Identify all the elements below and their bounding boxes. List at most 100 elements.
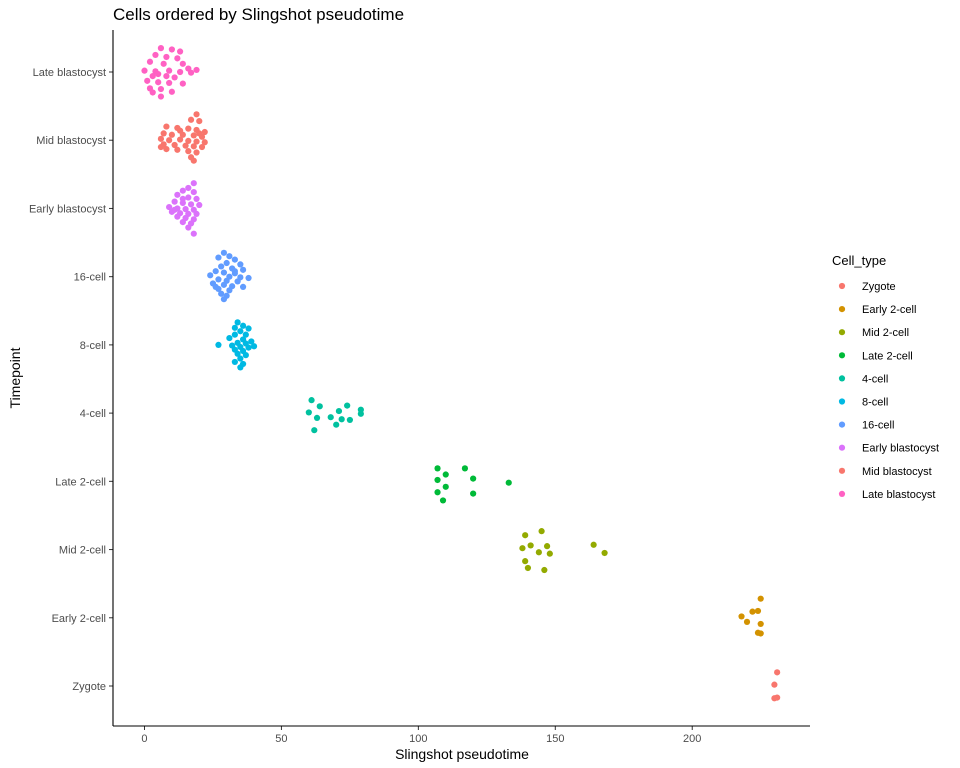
data-point [193,66,200,74]
data-point [308,397,315,404]
legend-key [838,490,846,497]
data-point [316,403,323,410]
data-point [239,283,247,290]
data-point [163,145,170,153]
y-tick-label: Mid 2-cell [59,545,106,557]
data-point [179,80,186,87]
legend-label: 8-cell [862,397,888,409]
data-point [174,191,181,198]
legend-label: Mid blastocyst [862,466,932,478]
data-point [185,224,192,231]
data-point [168,88,175,95]
data-point [245,274,252,282]
data-point [237,328,244,335]
data-point [220,296,228,303]
data-point [226,287,233,294]
data-point [190,132,197,139]
data-point [174,55,181,62]
data-point [196,130,203,137]
data-point [434,476,441,484]
data-point [168,131,175,138]
data-point [146,58,154,65]
data-point [245,325,252,332]
chart-title: Cells ordered by Slingshot pseudotime [113,5,404,24]
legend-label: Mid 2-cell [862,327,909,339]
y-axis-ticks: Zygote Early 2-cell Mid 2-cell Late 2-cell 4… [29,67,113,693]
data-point [190,157,197,164]
data-point [182,206,189,213]
data-point [338,416,345,423]
data-point [218,263,225,270]
data-point [193,210,200,218]
legend-key [838,306,846,313]
legend-label: 16-cell [862,420,894,432]
data-point [505,479,512,486]
legend-label: 4-cell [862,373,888,385]
data-point [179,218,186,226]
data-point [207,272,214,279]
data-point [157,143,165,151]
legend-label: Early 2-cell [862,304,916,316]
data-point [223,259,230,267]
data-point [743,618,751,625]
data-point [434,465,441,472]
y-tick-label: 16-cell [74,272,106,284]
legend-key [838,444,846,451]
data-point [239,266,247,273]
data-point [157,85,165,93]
data-point [149,89,156,96]
data-point [166,137,173,144]
data-point [215,341,222,348]
data-point [144,77,151,84]
data-point [201,139,208,146]
y-axis-title: Timepoint [7,347,23,408]
data-point [190,180,197,187]
data-point [754,607,762,615]
y-tick-label: Early 2-cell [52,613,106,625]
data-point [212,283,219,290]
data-point [187,201,195,208]
data-point [220,269,228,276]
data-point [157,135,165,142]
data-point [226,334,233,342]
data-point [176,68,184,76]
data-point [185,137,192,145]
data-point [522,558,529,565]
data-point [171,141,178,149]
data-points [141,45,781,702]
data-point [305,409,312,416]
data-point [524,564,532,572]
data-point [198,143,206,151]
data-point [185,65,192,72]
y-tick-label: Early blastocyst [29,203,106,215]
data-point [250,343,258,350]
data-point [166,67,173,74]
data-point [141,67,148,74]
data-point [190,143,197,150]
data-point [163,123,170,130]
data-point [527,542,534,549]
legend-key [838,352,846,359]
data-point [231,324,238,331]
data-point [757,620,764,628]
data-point [152,51,159,59]
data-point [176,48,184,55]
data-point [226,253,233,260]
data-point [546,550,553,557]
x-tick-label: 150 [546,733,564,745]
data-point [160,60,167,67]
data-point [193,111,200,118]
y-tick-label: Late blastocyst [33,67,106,79]
data-point [357,410,364,417]
legend-key [838,398,846,405]
data-point [157,45,165,52]
data-point [160,130,167,137]
data-point [522,532,529,539]
data-point [176,127,184,134]
data-point [442,483,449,490]
data-point [155,70,162,78]
legend-key [838,375,846,382]
data-point [234,350,241,357]
data-point [538,528,545,535]
data-point [196,201,203,209]
